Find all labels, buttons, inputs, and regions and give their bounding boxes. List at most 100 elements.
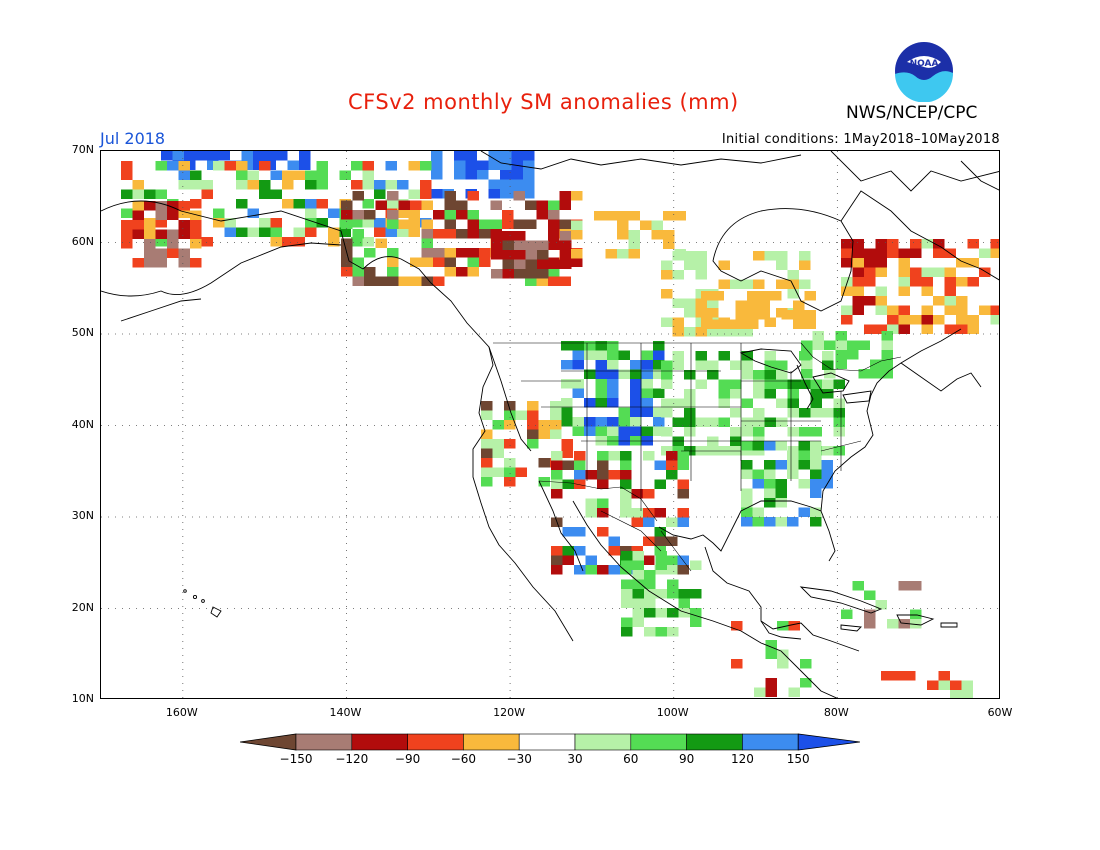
anomaly-cell bbox=[631, 517, 643, 527]
anomaly-cell bbox=[548, 200, 560, 210]
anomaly-cell bbox=[481, 448, 493, 458]
anomaly-cell bbox=[276, 151, 288, 161]
anomaly-cell bbox=[835, 350, 847, 360]
anomaly-cell bbox=[764, 517, 776, 527]
anomaly-cell bbox=[551, 555, 563, 565]
anomaly-cell bbox=[741, 469, 753, 479]
anomaly-cell bbox=[921, 315, 933, 325]
anomaly-cell bbox=[502, 219, 514, 229]
anomaly-cell bbox=[490, 219, 502, 229]
anomaly-cell bbox=[833, 427, 845, 437]
anomaly-cell bbox=[666, 470, 678, 480]
anomaly-cell bbox=[351, 161, 363, 171]
anomaly-cell bbox=[653, 360, 665, 370]
anomaly-cell bbox=[352, 267, 364, 277]
anomaly-cell bbox=[420, 161, 432, 171]
anomaly-cell bbox=[654, 479, 666, 489]
anomaly-cell bbox=[707, 417, 719, 427]
anomaly-cell bbox=[585, 508, 597, 518]
anomaly-cell bbox=[305, 218, 317, 228]
anomaly-cell bbox=[798, 450, 810, 460]
anomaly-cell bbox=[527, 439, 539, 449]
anomaly-cell bbox=[821, 460, 833, 470]
anomaly-cell bbox=[467, 219, 479, 229]
anomaly-cell bbox=[253, 160, 265, 170]
anomaly-cell bbox=[684, 327, 696, 337]
anomaly-cell bbox=[364, 210, 376, 220]
anomaly-cell bbox=[631, 546, 643, 556]
anomaly-cell bbox=[798, 460, 810, 470]
anomaly-cell bbox=[881, 671, 893, 681]
anomaly-cell bbox=[672, 446, 684, 456]
anomaly-cell bbox=[398, 200, 410, 210]
anomaly-cell bbox=[810, 507, 822, 517]
anomaly-cell bbox=[560, 240, 572, 250]
anomaly-cell bbox=[491, 231, 503, 241]
anomaly-cell bbox=[465, 160, 477, 170]
colorbar-lower-arrow bbox=[240, 733, 297, 751]
anomaly-cell bbox=[316, 199, 328, 209]
anomaly-cell bbox=[155, 258, 167, 268]
anomaly-cell bbox=[213, 218, 225, 228]
anomaly-cell bbox=[765, 687, 777, 697]
colorbar bbox=[240, 733, 860, 751]
anomaly-cell bbox=[236, 199, 248, 209]
anomaly-cell bbox=[597, 565, 609, 575]
anomaly-cell bbox=[431, 189, 443, 199]
anomaly-cell bbox=[607, 426, 619, 436]
anomaly-cell bbox=[967, 324, 979, 334]
anomaly-cell bbox=[456, 210, 468, 220]
anomaly-cell bbox=[364, 248, 376, 258]
anomaly-cell bbox=[781, 310, 793, 320]
anomaly-cell bbox=[397, 227, 409, 237]
anomaly-cell bbox=[804, 291, 816, 301]
anomaly-cell bbox=[132, 258, 144, 268]
anomaly-cell bbox=[584, 350, 596, 360]
anomaly-cell bbox=[562, 527, 574, 537]
anomaly-cell bbox=[178, 229, 190, 239]
anomaly-cell bbox=[287, 160, 299, 170]
graticule bbox=[101, 151, 999, 698]
anomaly-cell bbox=[776, 417, 788, 427]
anomaly-cell bbox=[514, 259, 526, 269]
anomaly-cell bbox=[787, 408, 799, 418]
anomaly-cell bbox=[718, 351, 730, 361]
anomaly-cell bbox=[898, 581, 910, 591]
anomaly-cell bbox=[735, 319, 747, 329]
anomaly-cell bbox=[514, 240, 526, 250]
map-canvas bbox=[101, 151, 999, 698]
anomaly-cell bbox=[178, 180, 190, 190]
anomaly-cell bbox=[527, 420, 539, 430]
anomaly-cell bbox=[270, 237, 282, 247]
longitude-label: 60W bbox=[987, 706, 1013, 719]
anomaly-cell bbox=[375, 238, 387, 248]
anomaly-cell bbox=[561, 341, 573, 351]
anomaly-cell bbox=[741, 507, 753, 517]
latitude-label: 60N bbox=[71, 234, 94, 248]
anomaly-cell bbox=[339, 170, 351, 180]
anomaly-cell bbox=[764, 389, 776, 399]
anomaly-cell bbox=[684, 298, 696, 308]
colorbar-segment bbox=[407, 733, 464, 751]
anomaly-cell bbox=[661, 260, 673, 270]
anomaly-cell bbox=[574, 460, 586, 470]
anomaly-cell bbox=[481, 458, 493, 468]
anomaly-cell bbox=[155, 161, 167, 171]
anomaly-cell bbox=[527, 410, 539, 420]
anomaly-cell bbox=[678, 598, 690, 608]
anomaly-cell bbox=[536, 276, 548, 286]
anomaly-cell bbox=[178, 201, 190, 211]
anomaly-cell bbox=[752, 469, 764, 479]
anomaly-cell bbox=[316, 170, 328, 180]
anomaly-cell bbox=[661, 427, 673, 437]
anomaly-cell bbox=[341, 238, 353, 248]
anomaly-cell bbox=[132, 180, 144, 190]
anomaly-cell bbox=[990, 248, 999, 258]
anomaly-cell bbox=[551, 489, 563, 499]
anomaly-cell bbox=[479, 219, 491, 229]
anomaly-cell bbox=[810, 379, 822, 389]
anomaly-cell bbox=[793, 300, 805, 310]
anomaly-cell bbox=[764, 488, 776, 498]
anomaly-cell bbox=[788, 687, 800, 697]
anomaly-cell bbox=[421, 257, 433, 267]
